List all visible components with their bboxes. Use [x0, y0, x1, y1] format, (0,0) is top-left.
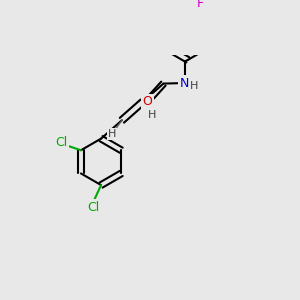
Text: H: H [108, 129, 116, 139]
Text: N: N [179, 76, 189, 90]
Text: O: O [142, 95, 152, 108]
Text: F: F [196, 0, 204, 10]
Text: Cl: Cl [88, 201, 100, 214]
Text: H: H [148, 110, 157, 120]
Text: H: H [190, 80, 199, 91]
Text: Cl: Cl [55, 136, 68, 149]
